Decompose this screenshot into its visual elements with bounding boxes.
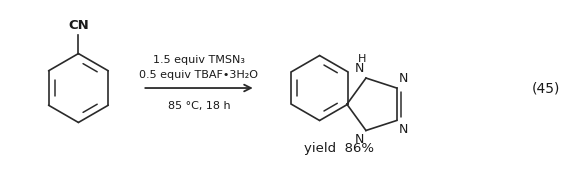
Text: 0.5 equiv TBAF•3H₂O: 0.5 equiv TBAF•3H₂O [140,70,258,80]
Text: 1.5 equiv TMSN₃: 1.5 equiv TMSN₃ [153,56,245,66]
Text: yield  86%: yield 86% [304,142,375,155]
Text: 85 °C, 18 h: 85 °C, 18 h [168,101,230,111]
Text: N: N [355,134,364,146]
Text: H: H [358,54,366,64]
Text: CN: CN [68,19,89,32]
Text: N: N [399,123,408,136]
Text: N: N [399,72,408,85]
Text: N: N [355,62,364,75]
Text: (45): (45) [532,81,560,95]
